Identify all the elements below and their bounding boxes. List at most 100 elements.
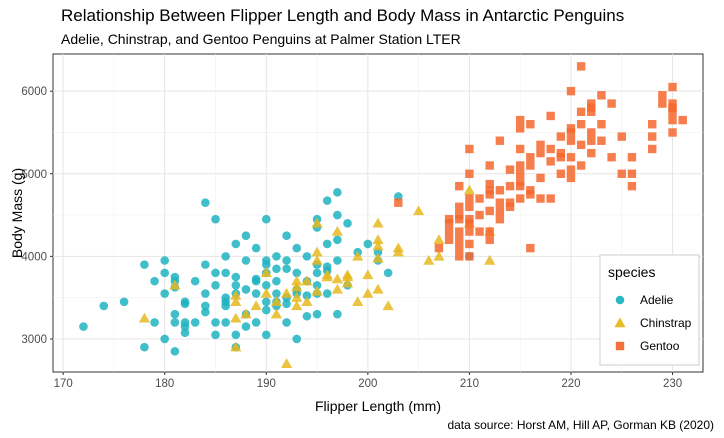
data-point bbox=[272, 264, 281, 274]
chart-caption: data source: Horst AM, Hill AP, Gorman K… bbox=[447, 418, 714, 432]
data-point bbox=[495, 198, 505, 207]
data-point bbox=[658, 91, 667, 100]
data-point bbox=[211, 268, 220, 278]
data-point bbox=[475, 210, 484, 220]
x-tick-label: 170 bbox=[54, 378, 73, 390]
data-point bbox=[485, 227, 494, 236]
data-point bbox=[272, 252, 281, 261]
data-point bbox=[485, 179, 494, 189]
data-point bbox=[272, 276, 281, 286]
data-point bbox=[475, 227, 484, 236]
data-point bbox=[311, 246, 323, 257]
data-point bbox=[180, 328, 190, 338]
data-point bbox=[251, 243, 261, 253]
data-point bbox=[362, 269, 374, 280]
data-point bbox=[465, 202, 474, 212]
data-point bbox=[282, 256, 291, 265]
data-point bbox=[282, 264, 291, 274]
data-point bbox=[434, 243, 444, 253]
data-point bbox=[668, 99, 677, 108]
data-point bbox=[180, 318, 190, 327]
data-point bbox=[201, 301, 210, 311]
data-point bbox=[321, 271, 333, 282]
data-point bbox=[322, 289, 332, 298]
data-point bbox=[607, 153, 616, 162]
data-point bbox=[201, 198, 210, 207]
data-point bbox=[627, 153, 637, 162]
data-point bbox=[485, 161, 494, 170]
data-point bbox=[526, 120, 535, 129]
legend-key bbox=[615, 295, 625, 305]
data-point bbox=[627, 169, 637, 178]
data-point bbox=[282, 299, 291, 309]
data-point bbox=[211, 214, 220, 224]
data-point bbox=[352, 296, 364, 306]
x-tick-label: 230 bbox=[663, 378, 682, 390]
x-tick-label: 220 bbox=[561, 378, 580, 390]
y-tick-label: 5000 bbox=[21, 169, 47, 181]
data-point bbox=[485, 235, 494, 245]
data-point bbox=[190, 276, 200, 286]
data-point bbox=[392, 242, 404, 253]
data-point bbox=[658, 99, 667, 108]
legend-title: species bbox=[608, 264, 655, 280]
data-point bbox=[423, 254, 435, 265]
data-point bbox=[576, 140, 586, 150]
data-point bbox=[566, 136, 576, 145]
data-point bbox=[546, 144, 555, 154]
data-points bbox=[79, 62, 687, 368]
data-point bbox=[362, 287, 374, 298]
data-point bbox=[211, 318, 220, 327]
data-point bbox=[495, 186, 505, 195]
data-point bbox=[617, 132, 626, 141]
data-point bbox=[312, 309, 322, 319]
series-chinstrap bbox=[138, 184, 496, 368]
data-point bbox=[515, 161, 525, 170]
data-point bbox=[211, 330, 220, 340]
y-axis-ticks: 3000 4000 5000 6000 bbox=[21, 86, 53, 346]
data-point bbox=[372, 240, 384, 251]
data-point bbox=[261, 256, 271, 265]
data-point bbox=[201, 307, 210, 317]
data-point bbox=[495, 206, 505, 216]
data-point bbox=[546, 194, 555, 203]
data-point bbox=[485, 206, 494, 216]
data-point bbox=[515, 115, 525, 125]
data-point bbox=[231, 330, 241, 340]
data-point bbox=[546, 111, 555, 121]
data-point bbox=[587, 148, 596, 158]
data-point bbox=[333, 210, 342, 220]
data-point bbox=[455, 202, 464, 212]
data-point bbox=[301, 296, 313, 306]
data-point bbox=[221, 301, 230, 311]
data-point bbox=[383, 268, 393, 278]
data-point bbox=[484, 254, 496, 265]
data-point bbox=[170, 272, 180, 282]
data-point bbox=[536, 148, 545, 158]
data-point bbox=[190, 318, 200, 327]
data-point bbox=[272, 289, 281, 298]
legend-key bbox=[615, 341, 625, 351]
chart-subtitle: Adelie, Chinstrap, and Gentoo Penguins a… bbox=[61, 31, 461, 47]
data-point bbox=[505, 165, 515, 174]
legend-label: Chinstrap bbox=[640, 316, 692, 330]
y-axis-title: Body Mass (g) bbox=[9, 168, 25, 258]
data-point bbox=[211, 280, 220, 290]
y-tick-label: 4000 bbox=[21, 251, 47, 263]
data-point bbox=[505, 198, 515, 207]
data-point bbox=[465, 169, 474, 178]
data-point bbox=[251, 274, 261, 284]
y-tick-label: 3000 bbox=[21, 334, 47, 346]
data-point bbox=[372, 234, 384, 245]
data-point bbox=[455, 214, 464, 224]
data-point bbox=[291, 292, 303, 302]
data-point bbox=[668, 128, 677, 137]
data-point bbox=[260, 267, 272, 278]
data-point bbox=[352, 250, 364, 261]
data-point bbox=[341, 269, 354, 280]
data-point bbox=[556, 148, 566, 158]
data-point bbox=[231, 239, 241, 249]
data-point bbox=[556, 169, 566, 178]
data-point bbox=[311, 254, 323, 265]
